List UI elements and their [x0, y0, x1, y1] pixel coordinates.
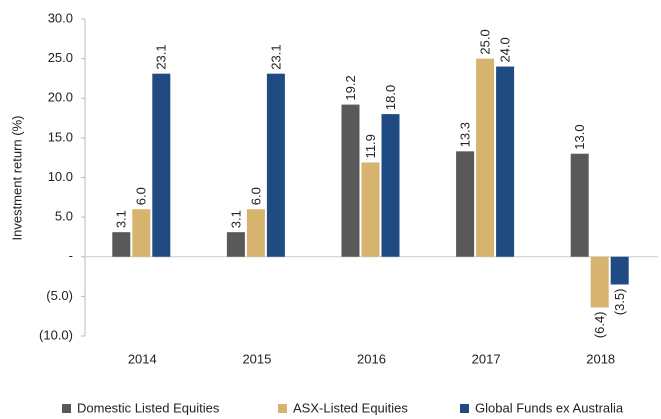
- x-tick-label: 2017: [472, 351, 501, 366]
- data-label: 19.2: [343, 75, 358, 100]
- bar: [246, 209, 265, 257]
- x-tick-label: 2015: [242, 351, 271, 366]
- legend-label: ASX-Listed Equities: [293, 400, 408, 415]
- data-label: 11.9: [363, 134, 378, 158]
- y-tick-label: 25.0: [48, 50, 73, 65]
- x-tick-label: 2018: [586, 351, 615, 366]
- bar: [112, 232, 131, 257]
- y-tick-label: (10.0): [39, 327, 73, 342]
- y-tick-label: -: [69, 248, 73, 263]
- bar: [456, 151, 475, 257]
- legend-swatch: [460, 404, 469, 413]
- legend-swatch: [62, 404, 71, 413]
- bar: [496, 66, 515, 257]
- bar: [266, 73, 285, 257]
- y-tick-label: 30.0: [48, 10, 73, 25]
- data-label: 24.0: [498, 37, 513, 62]
- data-label: (6.4): [592, 311, 607, 338]
- data-label: 23.1: [268, 44, 283, 69]
- data-label: 6.0: [248, 187, 263, 205]
- data-label: 13.3: [458, 122, 473, 147]
- x-tick-label: 2014: [128, 351, 157, 366]
- x-tick-label: 2016: [357, 351, 386, 366]
- legend-label: Domestic Listed Equities: [77, 400, 220, 415]
- y-tick-label: 15.0: [48, 129, 73, 144]
- bar: [476, 58, 495, 257]
- bar: [590, 256, 609, 308]
- bar: [152, 73, 171, 257]
- y-tick-label: (5.0): [46, 288, 73, 303]
- bar: [361, 162, 380, 257]
- legend-label: Global Funds ex Australia: [475, 400, 624, 415]
- y-tick-label: 5.0: [55, 209, 73, 224]
- bar: [226, 232, 245, 257]
- bar: [570, 153, 589, 257]
- data-label: (3.5): [612, 288, 627, 315]
- y-axis-label: Investment return (%): [9, 116, 24, 241]
- y-tick-label: 10.0: [48, 169, 73, 184]
- data-label: 13.0: [572, 124, 587, 149]
- data-label: 3.1: [114, 210, 129, 228]
- bar: [341, 104, 360, 257]
- data-label: 18.0: [383, 85, 398, 110]
- data-label: 23.1: [154, 44, 169, 69]
- bar: [132, 209, 151, 257]
- bar: [610, 256, 629, 285]
- legend-swatch: [278, 404, 287, 413]
- data-label: 6.0: [134, 187, 149, 205]
- data-label: 3.1: [228, 210, 243, 228]
- bar: [381, 114, 400, 257]
- y-tick-label: 20.0: [48, 90, 73, 105]
- data-label: 25.0: [478, 29, 493, 54]
